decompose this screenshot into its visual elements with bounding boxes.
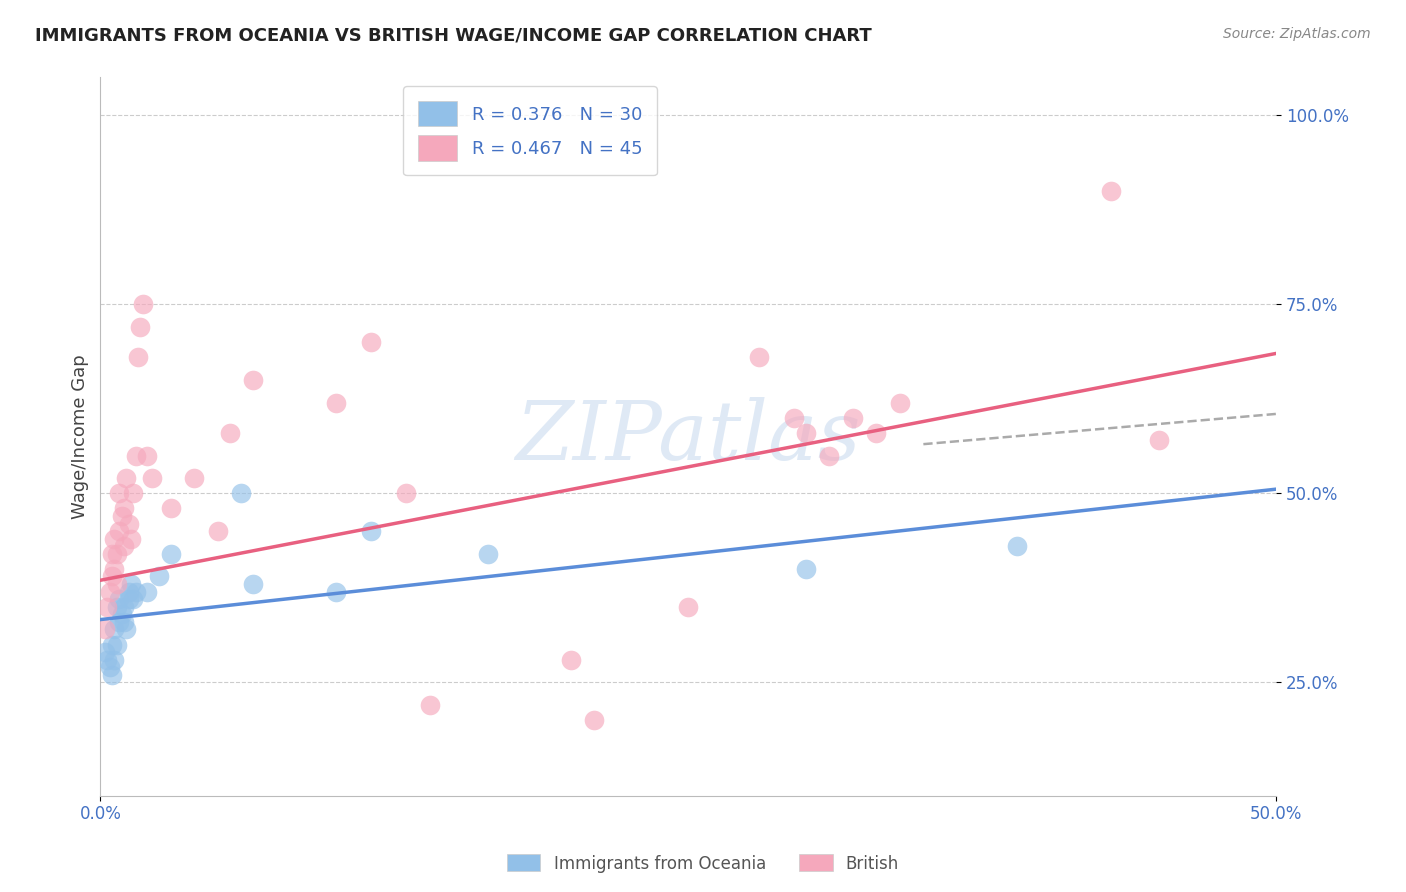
Point bbox=[108, 615, 131, 629]
Point bbox=[103, 653, 125, 667]
Point bbox=[112, 615, 135, 629]
Text: Source: ZipAtlas.com: Source: ZipAtlas.com bbox=[1223, 27, 1371, 41]
Text: ZIPatlas: ZIPatlas bbox=[516, 397, 860, 476]
Point bbox=[94, 623, 117, 637]
Point bbox=[889, 395, 911, 409]
Point bbox=[231, 486, 253, 500]
Point bbox=[103, 532, 125, 546]
Point bbox=[101, 569, 124, 583]
Point bbox=[325, 395, 347, 409]
Point bbox=[676, 599, 699, 614]
Point bbox=[103, 623, 125, 637]
Point bbox=[124, 584, 146, 599]
Point bbox=[131, 297, 153, 311]
Point bbox=[141, 471, 163, 485]
Point bbox=[110, 508, 132, 523]
Point bbox=[242, 577, 264, 591]
Point bbox=[842, 410, 865, 425]
Point bbox=[112, 501, 135, 516]
Point bbox=[160, 547, 183, 561]
Point bbox=[94, 645, 117, 659]
Point bbox=[794, 425, 817, 440]
Point bbox=[1147, 434, 1170, 448]
Point bbox=[112, 599, 135, 614]
Text: IMMIGRANTS FROM OCEANIA VS BRITISH WAGE/INCOME GAP CORRELATION CHART: IMMIGRANTS FROM OCEANIA VS BRITISH WAGE/… bbox=[35, 27, 872, 45]
Point bbox=[98, 584, 121, 599]
Point bbox=[117, 592, 139, 607]
Point bbox=[96, 599, 118, 614]
Point bbox=[117, 516, 139, 531]
Point bbox=[127, 350, 149, 364]
Point bbox=[560, 653, 582, 667]
Point bbox=[108, 524, 131, 538]
Point bbox=[325, 584, 347, 599]
Point bbox=[120, 532, 142, 546]
Point bbox=[122, 592, 145, 607]
Point bbox=[818, 449, 841, 463]
Point bbox=[98, 660, 121, 674]
Point bbox=[101, 547, 124, 561]
Point bbox=[120, 577, 142, 591]
Point bbox=[108, 592, 131, 607]
Point bbox=[103, 562, 125, 576]
Legend: R = 0.376   N = 30, R = 0.467   N = 45: R = 0.376 N = 30, R = 0.467 N = 45 bbox=[404, 87, 657, 176]
Point bbox=[242, 373, 264, 387]
Point bbox=[865, 425, 887, 440]
Point bbox=[395, 486, 418, 500]
Point bbox=[1101, 184, 1123, 198]
Point bbox=[105, 547, 128, 561]
Point bbox=[110, 607, 132, 622]
Point bbox=[108, 486, 131, 500]
Point bbox=[105, 638, 128, 652]
Point bbox=[129, 320, 152, 334]
Point bbox=[218, 425, 240, 440]
Point bbox=[794, 562, 817, 576]
Point bbox=[105, 599, 128, 614]
Point bbox=[477, 547, 499, 561]
Point bbox=[583, 713, 606, 727]
Point bbox=[1007, 539, 1029, 553]
Point bbox=[101, 667, 124, 681]
Point bbox=[748, 350, 770, 364]
Point bbox=[101, 638, 124, 652]
Point bbox=[122, 486, 145, 500]
Point bbox=[124, 449, 146, 463]
Point bbox=[783, 410, 806, 425]
Point bbox=[136, 449, 159, 463]
Y-axis label: Wage/Income Gap: Wage/Income Gap bbox=[72, 354, 89, 519]
Point bbox=[160, 501, 183, 516]
Point bbox=[360, 524, 382, 538]
Point bbox=[105, 577, 128, 591]
Point bbox=[96, 653, 118, 667]
Point bbox=[148, 569, 170, 583]
Point bbox=[360, 335, 382, 350]
Point bbox=[112, 539, 135, 553]
Point bbox=[419, 698, 441, 712]
Point bbox=[207, 524, 229, 538]
Point bbox=[115, 471, 138, 485]
Point bbox=[115, 623, 138, 637]
Legend: Immigrants from Oceania, British: Immigrants from Oceania, British bbox=[501, 847, 905, 880]
Point bbox=[183, 471, 205, 485]
Point bbox=[136, 584, 159, 599]
Point bbox=[117, 584, 139, 599]
